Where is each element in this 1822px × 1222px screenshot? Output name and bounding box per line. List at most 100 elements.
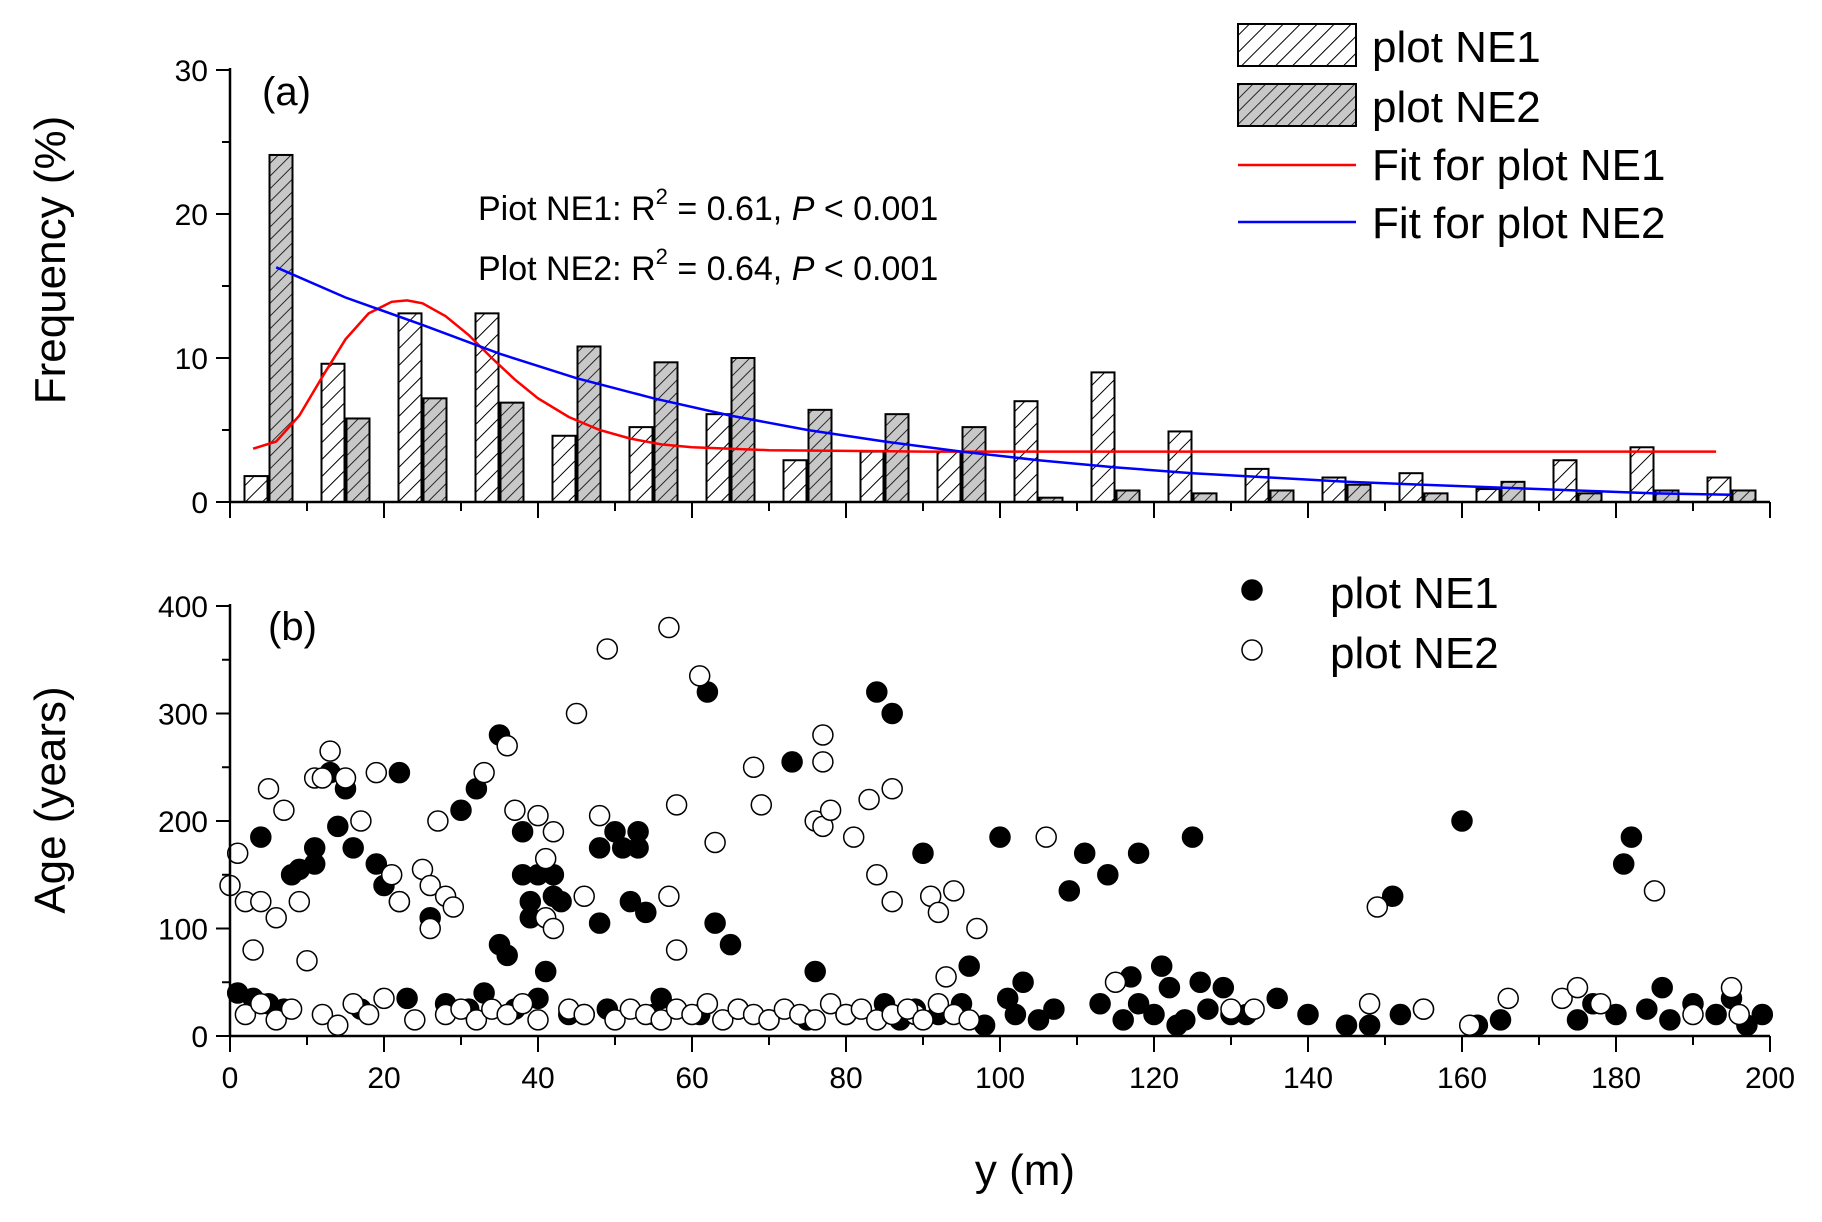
point-ne1-62 xyxy=(866,681,888,703)
point-ne1-77 xyxy=(1043,998,1065,1020)
point-ne2-115 xyxy=(912,1009,934,1031)
bar-ne2-175 xyxy=(1577,492,1603,503)
stat-ne1-end: < 0.001 xyxy=(814,190,938,228)
point-ne1-76 xyxy=(1027,1009,1050,1031)
panel-b-points xyxy=(219,616,1774,1036)
point-ne2-23 xyxy=(442,896,465,918)
bar-ne1-85 xyxy=(859,450,885,504)
point-ne2-74 xyxy=(1720,976,1743,999)
point-ne2-52 xyxy=(881,778,903,800)
point-ne2-43 xyxy=(750,794,773,816)
panel-a-y-axis-title: Frequency (%) xyxy=(26,116,75,405)
point-ne2-90 xyxy=(496,1003,518,1026)
point-ne2-49 xyxy=(842,826,865,848)
point-ne2-34 xyxy=(588,804,611,827)
point-ne1-111 xyxy=(1620,826,1643,848)
point-ne1-32 xyxy=(519,890,542,913)
point-ne1-10 xyxy=(327,815,349,838)
point-ne1-81 xyxy=(1097,864,1119,886)
point-ne1-107 xyxy=(1566,1009,1589,1031)
panel-b-label: (b) xyxy=(268,605,317,649)
point-ne2-42 xyxy=(742,756,765,778)
bar-ne2-65 xyxy=(730,357,756,503)
bar-ne2-195 xyxy=(1731,489,1757,504)
bar-ne1-65 xyxy=(705,413,731,503)
panel-b-y-tick-label-200: 200 xyxy=(158,806,208,839)
bar-ne2-115 xyxy=(1115,489,1141,504)
point-ne1-80 xyxy=(1089,993,1111,1015)
point-ne2-48 xyxy=(819,799,842,821)
panel-a-axes: 0 10 20 30 xyxy=(175,55,1771,520)
point-ne2-35 xyxy=(596,638,619,660)
bar-ne1-125 xyxy=(1167,430,1193,503)
fit-line-ne1 xyxy=(252,299,1717,453)
point-ne2-9 xyxy=(296,950,318,972)
point-ne1-116 xyxy=(1705,1003,1727,1026)
point-ne1-79 xyxy=(1073,842,1096,864)
point-ne2-108 xyxy=(804,1009,826,1031)
legend-label-ne2-bar: plot NE2 xyxy=(1372,83,1541,132)
point-ne2-61 xyxy=(1104,971,1127,993)
panel-b-x-tick-label-60: 60 xyxy=(675,1062,708,1095)
panel-a-y-tick-label-10: 10 xyxy=(175,343,208,376)
point-ne2-5 xyxy=(257,778,280,800)
panel-a-frequency-chart: 0 10 20 30 (a) Frequency (%) Piot NE1: R2 =… xyxy=(26,23,1771,520)
bar-ne1-15 xyxy=(320,362,346,504)
point-ne1-51 xyxy=(650,987,672,1010)
bar-ne2-125 xyxy=(1192,492,1218,503)
bar-ne2-15 xyxy=(345,417,371,504)
panel-b-x-tick-label-140: 140 xyxy=(1283,1062,1333,1095)
point-ne2-101 xyxy=(696,993,719,1015)
bar-ne2-25 xyxy=(422,397,448,504)
point-ne2-114 xyxy=(896,998,919,1020)
point-ne2-87 xyxy=(450,998,472,1020)
point-ne1-12 xyxy=(342,837,364,859)
point-ne1-82 xyxy=(1112,1009,1134,1031)
point-ne2-3 xyxy=(242,939,264,961)
point-ne1-29 xyxy=(511,821,534,843)
point-ne1-67 xyxy=(912,842,934,864)
point-ne2-94 xyxy=(573,1003,595,1026)
point-ne2-39 xyxy=(665,939,688,961)
point-ne2-64 xyxy=(1358,993,1381,1015)
point-ne2-83 xyxy=(357,1003,380,1026)
panel-b-age-scatter: 0 20 40 60 80 100 120 140 160 180 200 0 100 200 300 400… xyxy=(26,569,1795,1195)
panel-b-x-tick-label-200: 200 xyxy=(1745,1062,1795,1095)
point-ne2-20 xyxy=(419,874,441,897)
panel-a-label: (a) xyxy=(262,70,311,114)
panel-a-y-tick-label-20: 20 xyxy=(175,199,208,232)
point-ne2-80 xyxy=(311,1003,334,1026)
point-ne2-31 xyxy=(542,821,565,843)
point-ne1-75 xyxy=(1012,971,1034,993)
point-ne2-62 xyxy=(1220,998,1242,1020)
point-ne1-86 xyxy=(1143,1003,1165,1026)
legend-label-ne1-fit: Fit for plot NE1 xyxy=(1372,141,1665,190)
point-ne1-114 xyxy=(1659,1009,1681,1031)
point-ne2-57 xyxy=(935,966,957,988)
point-ne1-97 xyxy=(1266,987,1288,1010)
point-ne2-69 xyxy=(1551,987,1573,1010)
point-ne2-100 xyxy=(681,1003,703,1026)
bar-ne1-95 xyxy=(936,450,962,504)
bar-ne2-75 xyxy=(807,408,833,503)
panel-b-axes: 0 20 40 60 80 100 120 140 160 180 200 0 100 200 300 400 xyxy=(158,591,1795,1095)
point-ne2-67 xyxy=(1458,1014,1481,1036)
point-ne1-49 xyxy=(635,901,657,924)
point-ne2-92 xyxy=(527,1009,549,1031)
panel-b-x-tick-label-120: 120 xyxy=(1129,1062,1179,1095)
point-ne2-105 xyxy=(758,1009,780,1031)
point-ne1-17 xyxy=(388,761,411,784)
point-ne2-79 xyxy=(280,998,303,1020)
bar-ne2-155 xyxy=(1423,492,1449,503)
panel-b-x-tick-label-100: 100 xyxy=(975,1062,1025,1095)
point-ne1-35 xyxy=(534,960,557,983)
point-ne2-91 xyxy=(511,993,534,1015)
point-ne1-90 xyxy=(1174,1009,1196,1031)
point-ne2-60 xyxy=(1035,826,1057,848)
panel-b-y-tick-label-100: 100 xyxy=(158,914,208,947)
point-ne2-70 xyxy=(1566,976,1589,999)
panel-b-x-tick-label-40: 40 xyxy=(521,1062,554,1095)
panel-b-y-tick-label-400: 400 xyxy=(158,591,208,624)
legend-swatch-ne1-bar xyxy=(1237,23,1357,67)
bar-ne2-35 xyxy=(499,401,525,504)
